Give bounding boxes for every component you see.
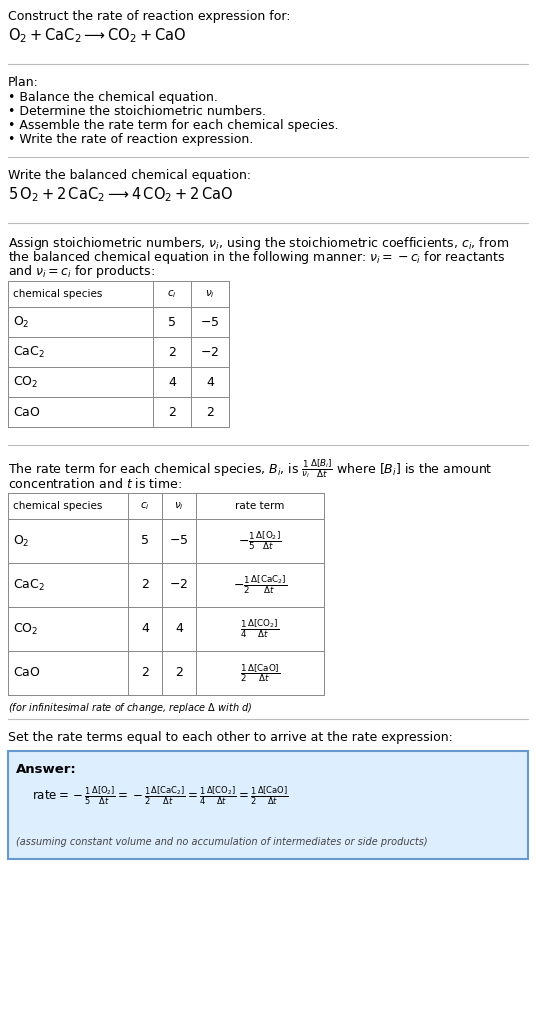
Text: • Balance the chemical equation.: • Balance the chemical equation. xyxy=(8,91,218,104)
Text: $\nu_i$: $\nu_i$ xyxy=(205,288,215,299)
Text: $-\frac{1}{5}\frac{\Delta[\mathrm{O_2}]}{\Delta t}$: $-\frac{1}{5}\frac{\Delta[\mathrm{O_2}]}… xyxy=(238,529,282,552)
Text: 5: 5 xyxy=(168,316,176,328)
Text: $\mathrm{O_2}$: $\mathrm{O_2}$ xyxy=(13,533,29,549)
Text: $\mathrm{rate} = -\frac{1}{5}\frac{\Delta[\mathrm{O_2}]}{\Delta t} = -\frac{1}{2: $\mathrm{rate} = -\frac{1}{5}\frac{\Delt… xyxy=(32,785,288,807)
Text: rate term: rate term xyxy=(235,501,285,511)
Text: $c_i$: $c_i$ xyxy=(167,288,177,299)
Text: • Write the rate of reaction expression.: • Write the rate of reaction expression. xyxy=(8,133,253,146)
Text: Construct the rate of reaction expression for:: Construct the rate of reaction expressio… xyxy=(8,10,291,24)
Text: Write the balanced chemical equation:: Write the balanced chemical equation: xyxy=(8,169,251,182)
Text: $\nu_i$: $\nu_i$ xyxy=(174,500,184,512)
Text: 2: 2 xyxy=(175,666,183,680)
FancyBboxPatch shape xyxy=(8,751,528,860)
Text: $-2$: $-2$ xyxy=(169,578,189,592)
Text: $\mathrm{CaC_2}$: $\mathrm{CaC_2}$ xyxy=(13,577,45,593)
Text: $\frac{1}{4}\frac{\Delta[\mathrm{CO_2}]}{\Delta t}$: $\frac{1}{4}\frac{\Delta[\mathrm{CO_2}]}… xyxy=(241,617,280,641)
Text: concentration and $t$ is time:: concentration and $t$ is time: xyxy=(8,477,182,491)
Text: $\mathrm{CO_2}$: $\mathrm{CO_2}$ xyxy=(13,621,38,637)
Text: $\mathrm{5\,O_2 + 2\,CaC_2 \longrightarrow 4\,CO_2 + 2\,CaO}$: $\mathrm{5\,O_2 + 2\,CaC_2 \longrightarr… xyxy=(8,185,233,203)
Text: 2: 2 xyxy=(141,666,149,680)
Text: Plan:: Plan: xyxy=(8,76,39,89)
Text: 2: 2 xyxy=(168,345,176,359)
Text: 4: 4 xyxy=(206,375,214,388)
Text: $\mathrm{CaC_2}$: $\mathrm{CaC_2}$ xyxy=(13,344,45,360)
Text: 2: 2 xyxy=(141,578,149,592)
Text: $\mathrm{O_2}$: $\mathrm{O_2}$ xyxy=(13,315,29,329)
Text: • Determine the stoichiometric numbers.: • Determine the stoichiometric numbers. xyxy=(8,105,266,118)
Text: $\mathrm{O_2 + CaC_2 \longrightarrow CO_2 + CaO}$: $\mathrm{O_2 + CaC_2 \longrightarrow CO_… xyxy=(8,26,187,45)
Text: The rate term for each chemical species, $B_i$, is $\frac{1}{\nu_i}\frac{\Delta[: The rate term for each chemical species,… xyxy=(8,457,493,479)
Text: Assign stoichiometric numbers, $\nu_i$, using the stoichiometric coefficients, $: Assign stoichiometric numbers, $\nu_i$, … xyxy=(8,235,509,252)
Text: $-\frac{1}{2}\frac{\Delta[\mathrm{CaC_2}]}{\Delta t}$: $-\frac{1}{2}\frac{\Delta[\mathrm{CaC_2}… xyxy=(233,573,287,597)
Text: chemical species: chemical species xyxy=(13,501,102,511)
Text: (for infinitesimal rate of change, replace $\Delta$ with $d$): (for infinitesimal rate of change, repla… xyxy=(8,701,252,715)
Text: $-2$: $-2$ xyxy=(200,345,220,359)
Text: 4: 4 xyxy=(168,375,176,388)
Text: 4: 4 xyxy=(175,622,183,636)
Text: 5: 5 xyxy=(141,535,149,548)
Text: $\mathrm{CaO}$: $\mathrm{CaO}$ xyxy=(13,406,41,418)
Text: chemical species: chemical species xyxy=(13,289,102,299)
Text: 2: 2 xyxy=(206,406,214,418)
Text: Set the rate terms equal to each other to arrive at the rate expression:: Set the rate terms equal to each other t… xyxy=(8,731,453,744)
Text: 2: 2 xyxy=(168,406,176,418)
Text: $\mathrm{CO_2}$: $\mathrm{CO_2}$ xyxy=(13,374,38,389)
Text: $-5$: $-5$ xyxy=(169,535,189,548)
Text: the balanced chemical equation in the following manner: $\nu_i = -c_i$ for react: the balanced chemical equation in the fo… xyxy=(8,249,505,266)
Text: $\mathrm{CaO}$: $\mathrm{CaO}$ xyxy=(13,666,41,680)
Text: Answer:: Answer: xyxy=(16,763,77,776)
Text: $\frac{1}{2}\frac{\Delta[\mathrm{CaO}]}{\Delta t}$: $\frac{1}{2}\frac{\Delta[\mathrm{CaO}]}{… xyxy=(240,662,280,684)
Text: and $\nu_i = c_i$ for products:: and $\nu_i = c_i$ for products: xyxy=(8,263,155,280)
Text: $-5$: $-5$ xyxy=(200,316,220,328)
Text: (assuming constant volume and no accumulation of intermediates or side products): (assuming constant volume and no accumul… xyxy=(16,837,428,847)
Text: 4: 4 xyxy=(141,622,149,636)
Text: $c_i$: $c_i$ xyxy=(140,500,150,512)
Text: • Assemble the rate term for each chemical species.: • Assemble the rate term for each chemic… xyxy=(8,119,339,132)
